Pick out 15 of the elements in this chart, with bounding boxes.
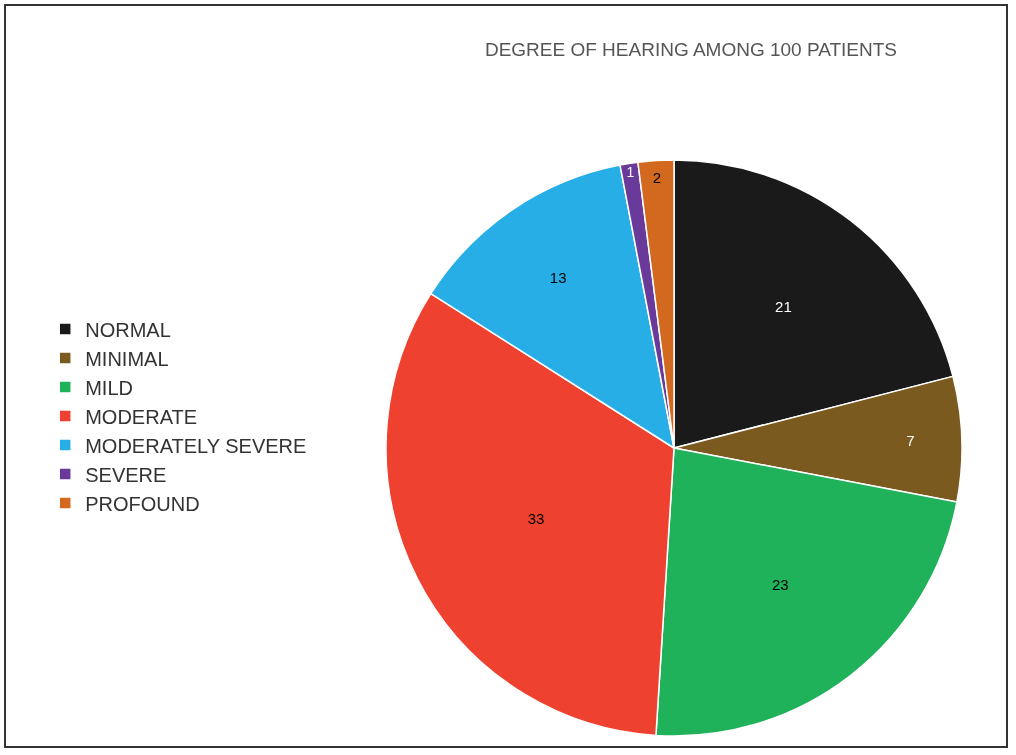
data-label: 33: [527, 509, 545, 527]
chart-title: DEGREE OF HEARING AMONG 100 PATIENTS: [484, 39, 898, 61]
legend-label: MODERATELY SEVERE: [85, 434, 307, 457]
legend-label: MINIMAL: [85, 347, 169, 370]
data-label: 21: [775, 298, 792, 316]
data-label: 13: [549, 269, 567, 287]
legend-label: PROFOUND: [85, 492, 200, 515]
legend-label: NORMAL: [85, 318, 171, 341]
data-label: 23: [771, 576, 789, 594]
legend-label: SEVERE: [85, 463, 167, 486]
data-label: 7: [906, 432, 915, 450]
legend-label: MODERATE: [85, 405, 198, 428]
legend-label: MILD: [85, 376, 133, 399]
data-label: 1: [626, 164, 635, 181]
data-label: 2: [652, 169, 662, 187]
